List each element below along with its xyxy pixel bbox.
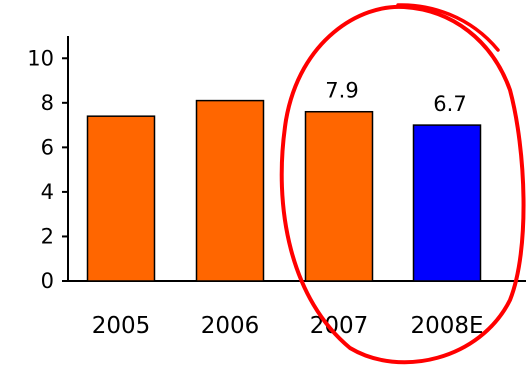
x-tick-label: 2006: [201, 313, 260, 339]
y-tick-label: 4: [41, 180, 54, 204]
bar-2007: [304, 110, 374, 282]
labels: 0 2 4 6 8 10 2005 2006 2007 7.9 2008E 6.7: [27, 46, 483, 339]
y-tick-label: 0: [41, 269, 54, 293]
x-tick-label: 2007: [310, 313, 369, 339]
data-label: 7.9: [325, 79, 358, 103]
bar-2008E: [412, 124, 482, 282]
bars: [86, 99, 482, 282]
highlight-ellipse: [279, 4, 526, 365]
y-tick-label: 10: [27, 46, 54, 70]
y-tick-label: 2: [41, 224, 54, 248]
y-tick-label: 6: [41, 135, 54, 159]
bar-2005: [86, 115, 156, 282]
annotation: [279, 3, 526, 365]
data-label: 6.7: [433, 92, 466, 116]
y-tick-label: 8: [41, 91, 54, 115]
x-tick-label: 2005: [92, 313, 151, 339]
x-tick-label: 2008E: [410, 313, 483, 339]
bar-2006: [195, 99, 265, 282]
highlight-ellipse-overlap: [396, 3, 500, 52]
